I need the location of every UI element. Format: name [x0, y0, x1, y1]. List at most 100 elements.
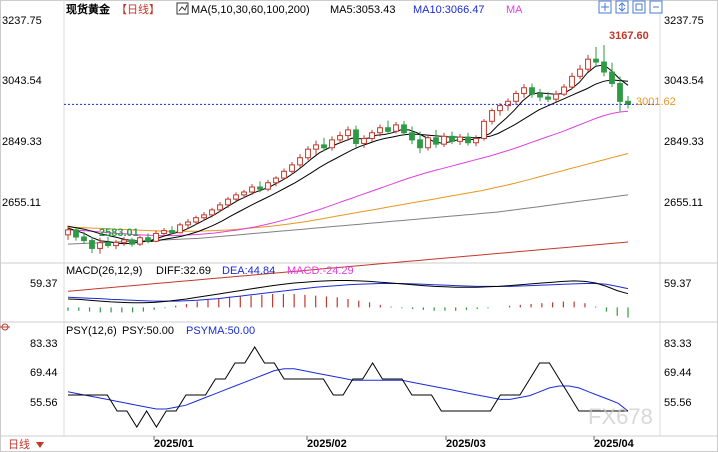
candle: [89, 237, 95, 254]
candle-body: [385, 127, 391, 132]
candle-body: [73, 229, 79, 238]
macd-tick: 59.37: [664, 278, 692, 290]
current-price-box: [661, 95, 687, 108]
candle-body: [361, 137, 367, 144]
candle-body: [537, 93, 543, 98]
candle: [601, 45, 607, 77]
candle-body: [209, 209, 215, 216]
pane-settings-icon[interactable]: [0, 323, 10, 331]
candle-body: [617, 82, 623, 102]
psy-tick: 83.33: [664, 338, 692, 350]
candle-body: [585, 58, 591, 70]
candle: [569, 72, 575, 89]
psy-axis: 83.33 69.44 55.56 83.33 69.44 55.56: [30, 338, 692, 409]
candle: [449, 131, 455, 145]
minus-icon[interactable]: [649, 0, 663, 14]
candle: [393, 122, 399, 134]
candle-body: [441, 135, 447, 145]
candle-body: [329, 139, 335, 149]
candle: [441, 132, 447, 148]
macd-dea-value: DEA:44.84: [222, 265, 275, 277]
price-tick: 3237.75: [664, 15, 704, 27]
candle-body: [545, 96, 551, 100]
candle: [289, 162, 295, 175]
instrument-title: 现货黄金: [66, 2, 111, 16]
crosshair-icon[interactable]: [598, 0, 612, 14]
price-tick: 3237.75: [2, 15, 42, 27]
candle: [377, 124, 383, 137]
candle: [617, 76, 623, 112]
candle-body: [257, 186, 263, 190]
moving-averages: [67, 64, 629, 292]
candle: [385, 120, 391, 135]
candle: [433, 129, 439, 148]
candle-body: [313, 144, 319, 150]
expand-icon[interactable]: [632, 0, 646, 14]
candle-body: [425, 137, 431, 149]
period-button[interactable]: 日线: [8, 437, 30, 451]
candle: [361, 135, 367, 148]
candle: [321, 137, 327, 152]
candle-body: [497, 105, 503, 112]
candle-body: [489, 110, 495, 122]
psy-tick: 69.44: [30, 367, 58, 379]
ma5-value: MA5:3053.43: [330, 4, 395, 16]
candle: [177, 222, 183, 234]
candle-body: [297, 157, 303, 166]
candle: [241, 189, 247, 198]
candle: [201, 212, 207, 221]
candle: [417, 131, 423, 154]
candle: [265, 179, 271, 192]
candle-body: [217, 204, 223, 211]
candle: [249, 184, 255, 195]
candle-body: [609, 71, 615, 84]
price-axis-right: 3237.75 3043.54 2849.33 2655.11: [664, 15, 704, 209]
candle: [169, 226, 175, 235]
psy-tick: 55.56: [664, 397, 692, 409]
swap-icon[interactable]: [615, 0, 629, 14]
candle: [313, 140, 319, 155]
candle: [225, 197, 231, 208]
candle-body: [305, 148, 311, 159]
period-label[interactable]: 【日线】: [116, 2, 160, 16]
period-dropdown-icon[interactable]: [36, 442, 44, 448]
price-tick: 2849.33: [2, 136, 42, 148]
psy-tick: 83.33: [30, 338, 58, 350]
high-price-label: 3167.60: [609, 30, 649, 42]
ma5-line: [67, 64, 629, 245]
candle-body: [321, 144, 327, 149]
psy-line: [68, 346, 628, 428]
candle-body: [345, 129, 351, 137]
candle-body: [193, 217, 199, 223]
candle-body: [505, 100, 511, 107]
candle-body: [153, 232, 159, 242]
candle: [153, 230, 159, 243]
candle-body: [169, 230, 175, 234]
macd-params: MACD(26,12,9): [66, 265, 142, 277]
candle-body: [465, 136, 471, 144]
price-tick: 2655.11: [664, 197, 703, 209]
candle: [401, 120, 407, 136]
candle-body: [129, 239, 135, 245]
candle: [185, 219, 191, 229]
candle: [369, 129, 375, 143]
candle-body: [569, 75, 575, 88]
diff-line: [67, 280, 629, 304]
candle: [257, 181, 263, 193]
dea-line: [67, 283, 629, 302]
candle: [97, 237, 103, 254]
psy-tick: 55.56: [30, 397, 58, 409]
candle-body: [201, 214, 207, 219]
psy-value: PSY:50.00: [122, 325, 174, 337]
candle-body: [89, 240, 95, 249]
low-price-label: 2583.01: [99, 227, 139, 239]
candle: [457, 134, 463, 145]
ma-settings-icon[interactable]: [176, 2, 189, 15]
macd-tick: 59.37: [30, 278, 58, 290]
price-tick: 3043.54: [664, 75, 704, 87]
time-tick: 2025/02: [307, 438, 347, 450]
candle: [233, 192, 239, 202]
candle-body: [473, 137, 479, 144]
